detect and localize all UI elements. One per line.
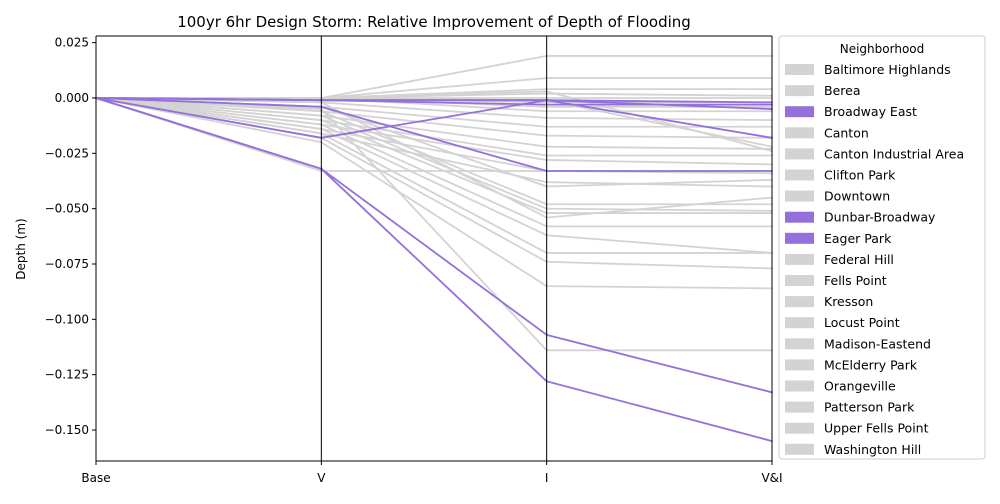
legend-label-10: Fells Point (824, 273, 887, 288)
legend-swatch-3 (785, 127, 814, 139)
x-tick-label-3: V&I (761, 471, 782, 485)
series-line-highlight-0 (95, 97, 773, 139)
legend-swatch-8 (785, 232, 814, 244)
legend-label-16: Patterson Park (824, 400, 915, 415)
legend-label-17: Upper Fells Point (824, 421, 929, 436)
legend-entries: Baltimore Highlands Berea Broadway East Can… (785, 62, 964, 457)
y-tick-label-0: 0.025 (55, 36, 89, 50)
chart-title: 100yr 6hr Design Storm: Relative Improve… (177, 13, 691, 31)
series-line-other-19 (95, 97, 773, 212)
y-tick-label-7: −0.150 (45, 423, 89, 437)
series-line-other-23 (95, 97, 773, 254)
legend-swatch-16 (785, 401, 814, 413)
legend-swatch-13 (785, 338, 814, 350)
legend-label-5: Clifton Park (824, 168, 896, 183)
legend-label-18: Washington Hill (824, 442, 921, 457)
legend-title: Neighborhood (840, 42, 925, 56)
legend-swatch-7 (785, 211, 814, 223)
y-tick-label-3: −0.050 (45, 202, 89, 216)
legend-label-6: Downtown (824, 189, 890, 204)
series-line-other-20 (95, 97, 773, 214)
series-line-other-24 (95, 97, 773, 254)
x-tick-label-2: I (545, 471, 549, 485)
series-line-other-26 (95, 97, 773, 290)
legend-swatch-9 (785, 253, 814, 265)
series-line-highlight-6 (95, 97, 773, 442)
legend-label-7: Dunbar-Broadway (824, 210, 936, 225)
legend-frame (778, 35, 986, 460)
series-line-highlight-4 (95, 97, 773, 172)
series-line-other-21 (95, 97, 773, 219)
legend-label-9: Federal Hill (824, 252, 894, 267)
legend-label-14: McElderry Park (824, 357, 918, 372)
legend-swatch-4 (785, 148, 814, 160)
legend-swatch-1 (785, 85, 814, 97)
legend-label-1: Berea (824, 83, 860, 98)
legend-swatch-11 (785, 296, 814, 308)
legend-swatch-5 (785, 169, 814, 181)
legend-label-8: Eager Park (824, 231, 892, 246)
series-line-highlight-3 (95, 97, 773, 139)
legend-swatch-14 (785, 359, 814, 371)
legend-swatch-18 (785, 443, 814, 455)
legend-swatch-15 (785, 380, 814, 392)
legend-label-4: Canton Industrial Area (824, 146, 964, 161)
legend-label-2: Broadway East (824, 104, 917, 119)
legend-label-0: Baltimore Highlands (824, 62, 951, 77)
legend-swatch-2 (785, 106, 814, 118)
legend: Neighborhood Baltimore Highlands Berea Bro… (778, 35, 986, 460)
y-tick-label-2: −0.025 (45, 146, 89, 160)
series-line-other-29 (95, 90, 773, 153)
series-line-other-27 (95, 97, 773, 352)
plot-area: 0.025 0.000 −0.025 −0.050 −0.075 −0.100 −0.125… (45, 35, 783, 485)
y-tick-label-6: −0.125 (45, 368, 89, 382)
x-tick-label-0: Base (81, 471, 110, 485)
legend-swatch-6 (785, 190, 814, 202)
y-axis-label: Depth (m) (14, 218, 28, 279)
legend-swatch-10 (785, 275, 814, 286)
legend-label-3: Canton (824, 125, 869, 140)
y-tick-label-4: −0.075 (45, 257, 89, 271)
y-tick-label-5: −0.100 (45, 312, 89, 326)
legend-swatch-0 (785, 64, 814, 75)
legend-label-15: Orangeville (824, 379, 896, 394)
legend-swatch-12 (785, 317, 814, 329)
legend-swatch-17 (785, 422, 814, 434)
legend-label-12: Locust Point (824, 315, 900, 330)
series-line-other-22 (95, 97, 773, 228)
series-line-other-0 (95, 55, 773, 99)
legend-label-11: Kresson (824, 294, 873, 309)
y-tick-label-1: 0.000 (55, 91, 89, 105)
legend-label-13: Madison-Eastend (824, 336, 931, 351)
x-tick-label-1: V (317, 471, 326, 485)
series-line-other-18 (95, 97, 773, 206)
